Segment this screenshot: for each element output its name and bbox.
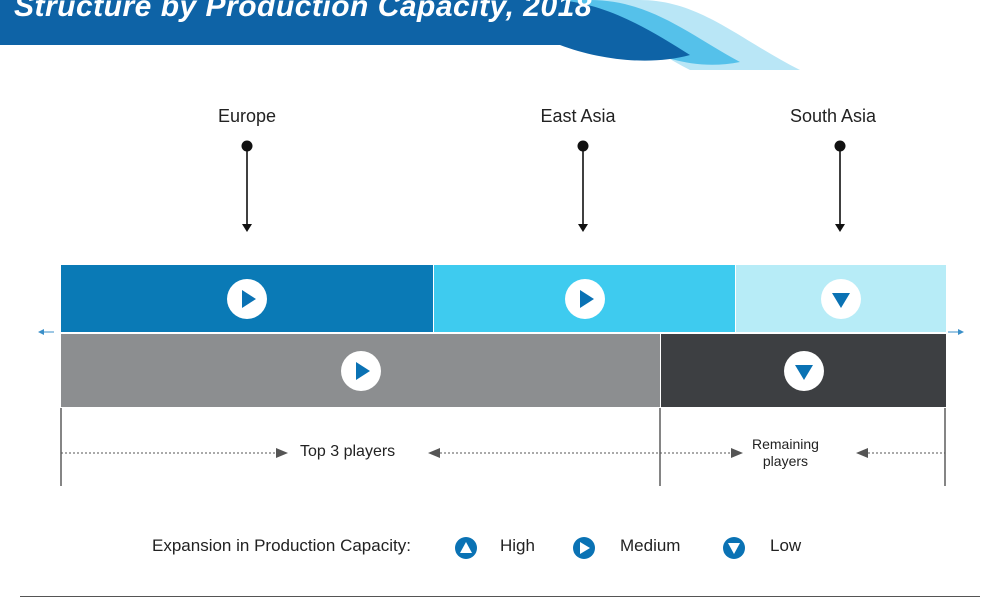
region-label-south-asia: South Asia — [789, 106, 877, 126]
pointer-east-asia — [577, 140, 589, 232]
legend-label-low: Low — [770, 536, 802, 555]
pointer-south-asia — [834, 140, 846, 232]
legend-label-medium: Medium — [620, 536, 681, 555]
expansion-badge — [821, 278, 861, 319]
triangle-down-icon — [794, 364, 813, 380]
bar-segment-europe — [61, 265, 433, 332]
pointer-europe — [241, 140, 253, 232]
triangle-right-icon — [355, 361, 370, 380]
expansion-badge — [783, 350, 824, 391]
bar-segment-south-asia — [736, 265, 946, 332]
region-label-east-asia: East Asia — [540, 106, 616, 126]
bar-segment-east-asia — [434, 265, 735, 332]
region-label-europe: Europe — [217, 106, 277, 126]
expansion-badge — [227, 278, 267, 319]
right-edge-arrow-icon — [948, 329, 964, 335]
page-title: Structure by Production Capacity, 2018 — [14, 0, 593, 23]
bar-segment-top-3-players — [61, 334, 660, 407]
triangle-right-icon — [573, 537, 595, 559]
triangle-up-icon — [455, 537, 477, 559]
expansion-badge — [340, 350, 381, 391]
left-edge-arrow-icon — [38, 329, 54, 335]
triangle-down-icon — [723, 537, 745, 559]
triangle-right-icon — [242, 289, 256, 308]
bar-segment-remaining-players — [661, 334, 946, 407]
triangle-down-icon — [832, 292, 850, 308]
bottom-divider — [20, 596, 980, 597]
range-brackets — [60, 408, 946, 486]
range-label-top-3-players: Top 3 players — [300, 443, 396, 460]
legend-title: Expansion in Production Capacity: — [152, 536, 411, 555]
expansion-badge — [564, 278, 605, 319]
range-label-remaining-players: Remaining players — [752, 436, 819, 469]
triangle-right-icon — [579, 289, 594, 308]
legend-label-high: High — [500, 536, 535, 555]
title-banner — [0, 0, 800, 70]
